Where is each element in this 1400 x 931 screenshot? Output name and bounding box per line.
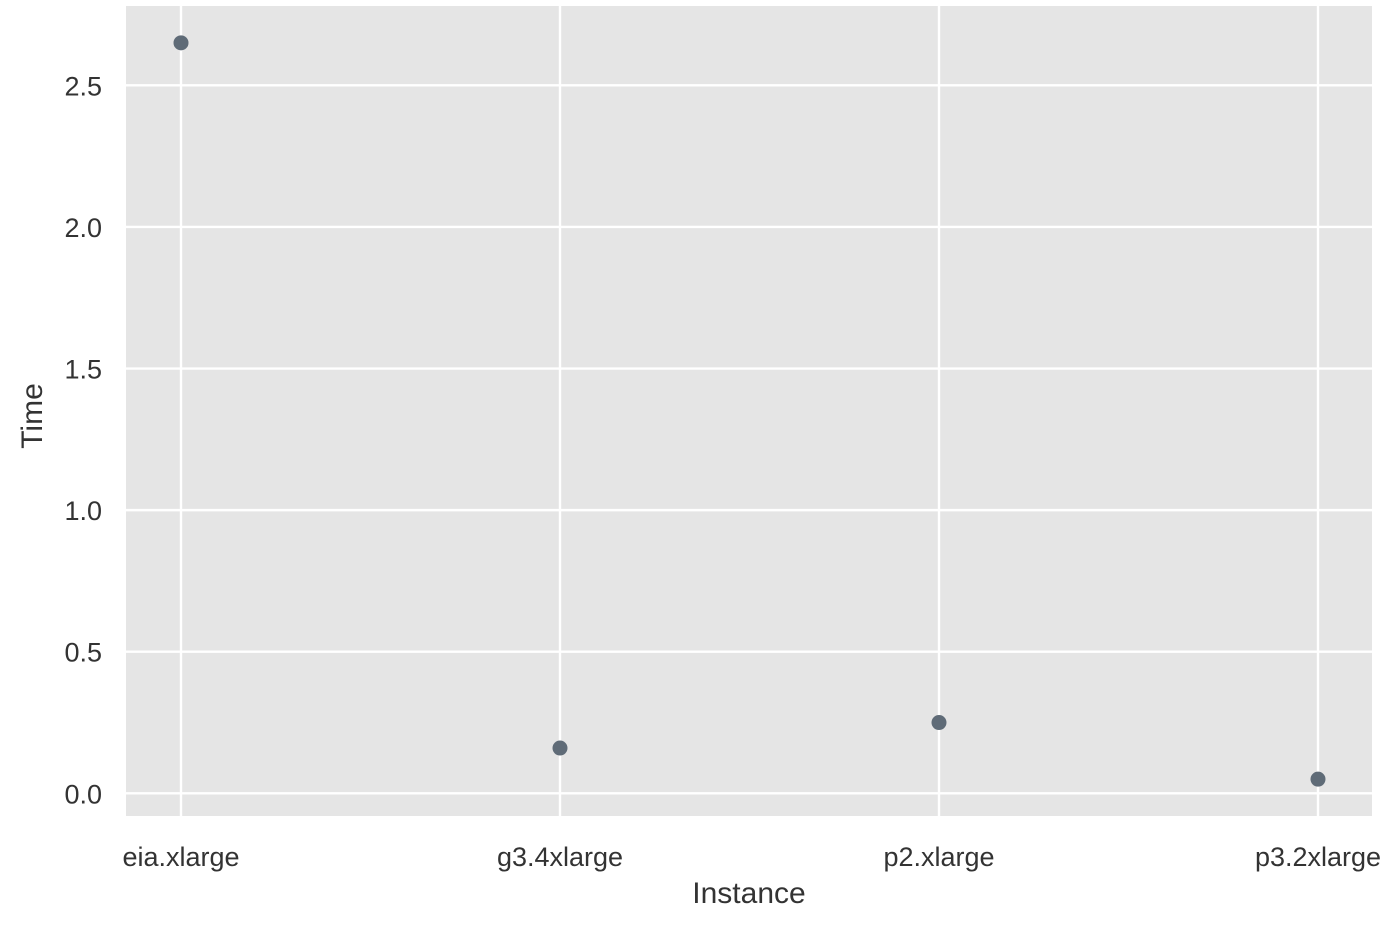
- y-axis-label: Time: [16, 383, 49, 449]
- y-tick-label: 0.0: [64, 779, 102, 809]
- y-tick-label: 2.0: [64, 213, 102, 243]
- plot-area: [126, 6, 1372, 816]
- x-gridlines: [179, 6, 1320, 816]
- data-point: [552, 740, 568, 756]
- data-point: [173, 35, 189, 51]
- data-point: [1310, 771, 1326, 787]
- y-tick-labels: 0.0 0.5 1.0 1.5 2.0 2.5: [64, 71, 102, 809]
- x-tick-label: eia.xlarge: [122, 842, 239, 872]
- data-point: [931, 715, 947, 731]
- y-tick-label: 0.5: [64, 638, 102, 668]
- y-tick-label: 2.5: [64, 71, 102, 101]
- y-gridlines: [126, 84, 1372, 795]
- data-points: [173, 35, 1326, 787]
- x-tick-labels: eia.xlarge g3.4xlarge p2.xlarge p3.2xlarge: [122, 842, 1381, 872]
- x-axis-label: Instance: [692, 877, 805, 910]
- y-tick-label: 1.5: [64, 355, 102, 385]
- x-tick-label: g3.4xlarge: [497, 842, 623, 872]
- x-tick-label: p3.2xlarge: [1255, 842, 1381, 872]
- x-tick-label: p2.xlarge: [883, 842, 994, 872]
- y-tick-label: 1.0: [64, 496, 102, 526]
